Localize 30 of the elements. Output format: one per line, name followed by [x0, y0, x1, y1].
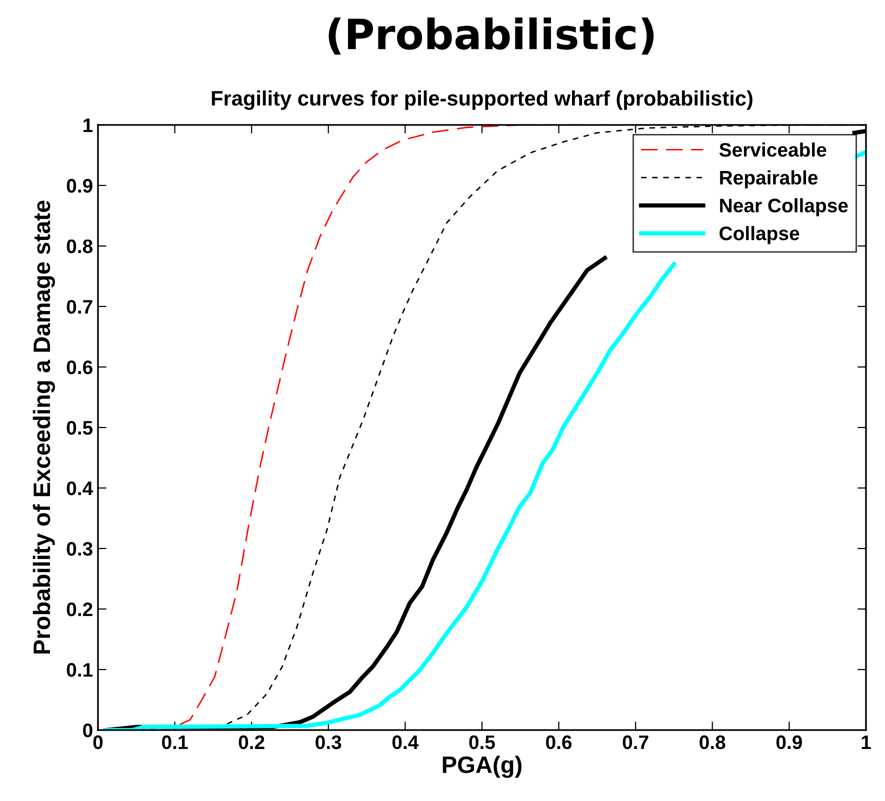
x-tick-label: 0.9 [776, 735, 802, 750]
chart-subtitle: Fragility curves for pile-supported wharf (probabilistic) [212, 90, 752, 110]
y-tick-label: 0.9 [66, 178, 92, 193]
legend-label: Repairable [720, 170, 818, 188]
y-tick-label: 0.7 [66, 300, 92, 314]
y-tick-label: 0.8 [66, 239, 93, 254]
y-tick-label: 1 [84, 118, 93, 132]
x-tick-label: 0.8 [700, 735, 726, 750]
y-tick-label: 0.1 [66, 662, 93, 677]
chart-title: (Probabilistic) [328, 17, 654, 55]
x-tick-label: 0.2 [238, 735, 264, 750]
x-tick-label: 0.6 [546, 735, 572, 750]
y-tick-label: 0.2 [66, 602, 92, 616]
x-tick-label: 0.1 [162, 735, 188, 750]
y-tick-label: 0.5 [66, 420, 93, 435]
y-tick-label: 0.3 [66, 542, 92, 556]
x-tick-label: 0.7 [622, 735, 648, 750]
x-tick-label: 0.5 [469, 735, 495, 750]
legend-label: Serviceable [719, 142, 826, 157]
x-tick-label: 0.4 [392, 735, 419, 750]
x-tick-label: 0 [93, 735, 103, 750]
y-axis-title: Probability of Exceeding a Damage state [32, 200, 55, 654]
y-tick-label: 0 [83, 724, 92, 738]
x-axis-title: PGA(g) [442, 756, 522, 778]
legend-label: Near Collapse [720, 198, 848, 216]
y-tick-label: 0.4 [66, 481, 94, 496]
x-tick-label: 1 [862, 736, 871, 749]
x-tick-label: 0.3 [316, 735, 342, 750]
y-tick-label: 0.6 [66, 360, 92, 374]
legend-label: Collapse [720, 226, 800, 244]
